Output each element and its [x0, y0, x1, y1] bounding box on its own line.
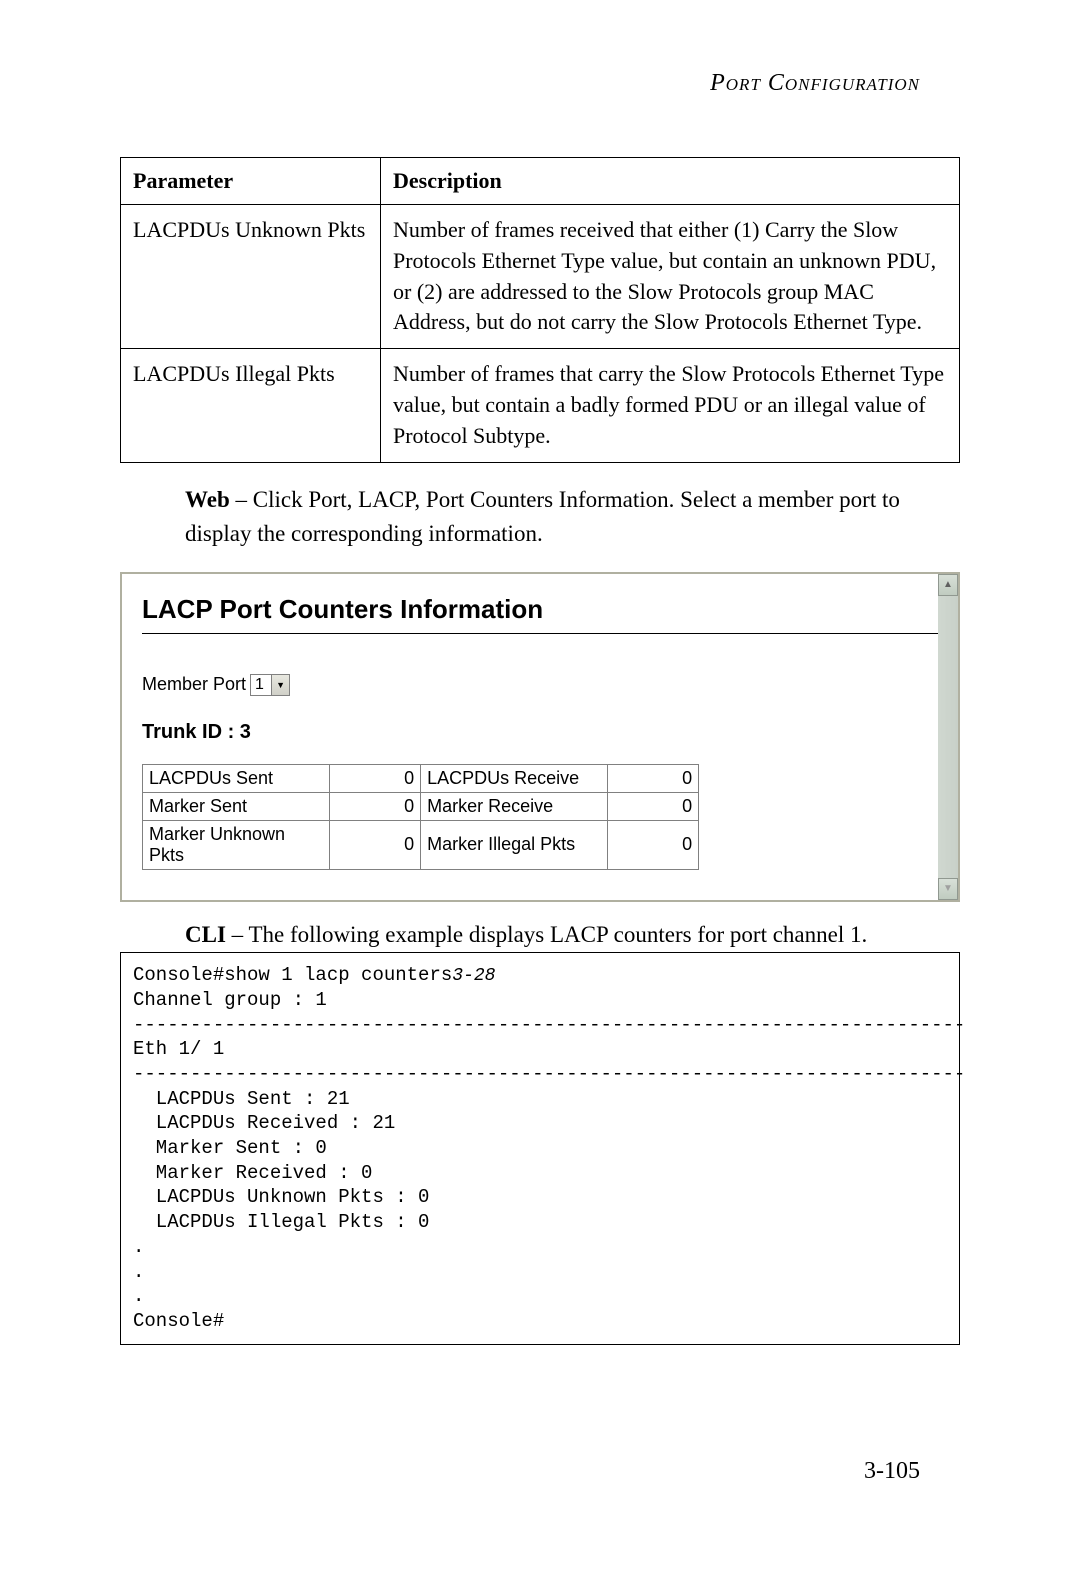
- member-port-value: 1: [251, 675, 271, 695]
- cli-body: Channel group : 1 ----------------------…: [133, 989, 965, 1332]
- ui-panel: ▲ ▼ LACP Port Counters Information Membe…: [120, 572, 960, 902]
- param-cell: LACPDUs Unknown Pkts: [121, 205, 381, 349]
- desc-cell: Number of frames received that either (1…: [381, 205, 960, 349]
- table-row: Marker Unknown Pkts 0 Marker Illegal Pkt…: [143, 820, 699, 869]
- scroll-up-button[interactable]: ▲: [938, 574, 958, 596]
- table-row: Marker Sent 0 Marker Receive 0: [143, 792, 699, 820]
- cli-reference: 3-28: [452, 966, 495, 986]
- counter-value: 0: [608, 764, 699, 792]
- cli-output: Console#show 1 lacp counters3-28 Channel…: [120, 952, 960, 1345]
- member-port-select[interactable]: 1 ▼: [250, 674, 290, 696]
- param-cell: LACPDUs Illegal Pkts: [121, 349, 381, 462]
- scroll-down-button[interactable]: ▼: [938, 878, 958, 900]
- counter-label: Marker Illegal Pkts: [421, 820, 608, 869]
- counter-label: LACPDUs Receive: [421, 764, 608, 792]
- cli-text-body: – The following example displays LACP co…: [226, 922, 867, 947]
- table-header-description: Description: [381, 158, 960, 205]
- web-text-body: – Click Port, LACP, Port Counters Inform…: [185, 487, 900, 547]
- member-port-label: Member Port: [142, 674, 246, 695]
- table-row: LACPDUs Illegal Pkts Number of frames th…: [121, 349, 960, 462]
- table-header-parameter: Parameter: [121, 158, 381, 205]
- title-underline: [142, 633, 938, 634]
- counter-value: 0: [330, 820, 421, 869]
- counter-value: 0: [608, 792, 699, 820]
- desc-cell: Number of frames that carry the Slow Pro…: [381, 349, 960, 462]
- web-label: Web: [185, 487, 230, 512]
- parameter-table: Parameter Description LACPDUs Unknown Pk…: [120, 157, 960, 463]
- counter-label: Marker Sent: [143, 792, 330, 820]
- panel-title: LACP Port Counters Information: [142, 594, 938, 625]
- counter-label: Marker Unknown Pkts: [143, 820, 330, 869]
- page-number: 3-105: [864, 1458, 920, 1485]
- cli-instruction: CLI – The following example displays LAC…: [185, 922, 960, 948]
- table-row: LACPDUs Sent 0 LACPDUs Receive 0: [143, 764, 699, 792]
- page-header: Port Configuration: [0, 0, 1080, 97]
- chevron-down-icon: ▼: [271, 675, 289, 695]
- member-port-row: Member Port 1 ▼: [142, 674, 938, 696]
- counter-value: 0: [330, 792, 421, 820]
- cli-label: CLI: [185, 922, 226, 947]
- counters-table: LACPDUs Sent 0 LACPDUs Receive 0 Marker …: [142, 764, 699, 870]
- table-row: LACPDUs Unknown Pkts Number of frames re…: [121, 205, 960, 349]
- trunk-id-label: Trunk ID : 3: [142, 721, 938, 744]
- counter-label: LACPDUs Sent: [143, 764, 330, 792]
- counter-value: 0: [608, 820, 699, 869]
- scrollbar-track[interactable]: [938, 596, 958, 878]
- counter-value: 0: [330, 764, 421, 792]
- counter-label: Marker Receive: [421, 792, 608, 820]
- cli-command: Console#show 1 lacp counters: [133, 964, 452, 986]
- web-instruction: Web – Click Port, LACP, Port Counters In…: [185, 483, 960, 552]
